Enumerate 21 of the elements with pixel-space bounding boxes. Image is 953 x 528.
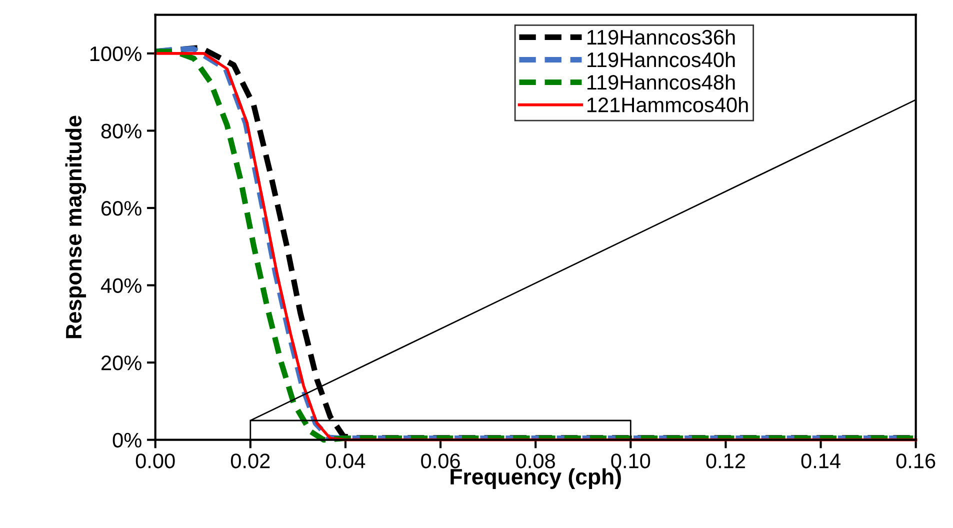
- x-tick-label: 0.06: [421, 454, 460, 468]
- y-tick-label: 40%: [100, 278, 142, 294]
- legend-label: 119Hanncos48h: [587, 74, 735, 90]
- x-tick-label: 0.14: [801, 454, 840, 468]
- y-tick-label: 0%: [112, 432, 142, 448]
- x-tick-label: 0.04: [326, 454, 366, 468]
- y-tick-label: 60%: [102, 200, 142, 216]
- y-tick-label: 100%: [90, 46, 142, 62]
- legend-label: 119Hanncos40h: [587, 52, 735, 68]
- x-tick-label: 0.12: [706, 454, 745, 468]
- y-tick-label: 80%: [101, 124, 142, 138]
- x-tick-label: 0.10: [611, 454, 650, 468]
- y-tick-label: 20%: [101, 356, 142, 370]
- y-axis-title: Response magnitude: [65, 116, 86, 338]
- x-axis-title: Frequency (cph): [450, 468, 621, 489]
- x-tick-label: 0.08: [516, 454, 555, 468]
- x-tick-label: 0.16: [896, 454, 936, 468]
- legend-label: 121Hammcos40h: [587, 97, 748, 112]
- x-tick-label: 0.02: [230, 454, 270, 468]
- x-tick-label: 0.00: [136, 454, 175, 468]
- legend-label: 119Hanncos36h: [587, 29, 735, 45]
